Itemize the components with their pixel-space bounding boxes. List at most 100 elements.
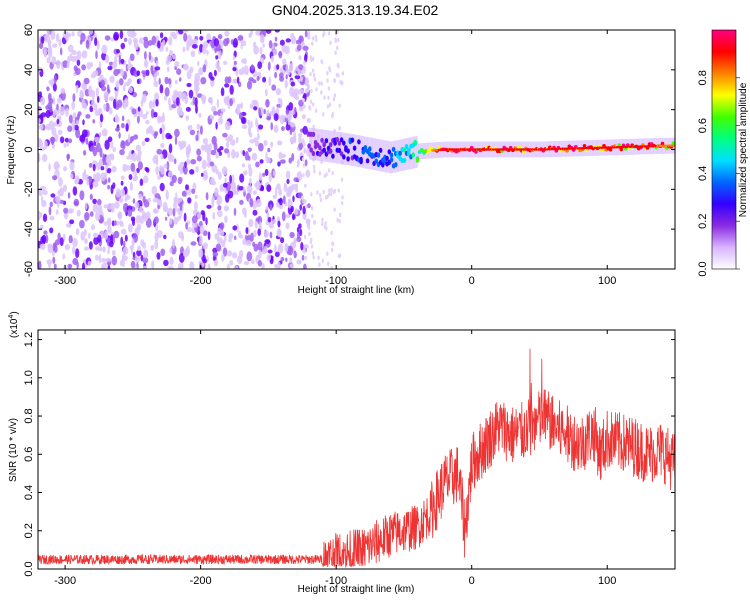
spectrogram-noise-point bbox=[283, 185, 288, 192]
spectrogram-x-axis-label: Height of straight line (km) bbox=[298, 285, 415, 296]
spectrogram-noise-point bbox=[196, 148, 202, 156]
spectrogram-noise-point bbox=[322, 189, 325, 195]
spectrogram-noise-point bbox=[130, 260, 136, 269]
spectrogram-noise-point bbox=[157, 204, 160, 210]
spectrogram-noise-point bbox=[279, 67, 283, 73]
spectrogram-noise-point bbox=[224, 76, 230, 84]
spectrogram-noise-point bbox=[216, 200, 220, 206]
spectrogram-noise-point bbox=[219, 222, 225, 230]
spectrogram-noise-point bbox=[239, 199, 244, 205]
spectrogram-noise-point bbox=[96, 96, 100, 103]
spectrogram-noise-point bbox=[199, 35, 204, 41]
spectrogram-noise-point bbox=[339, 79, 342, 85]
spectrogram-noise-point bbox=[269, 204, 272, 210]
spectrogram-noise-point bbox=[67, 192, 71, 199]
spectrogram-noise-point bbox=[177, 216, 181, 222]
spectrogram-noise-point bbox=[164, 76, 169, 85]
spectrogram-noise-point bbox=[272, 219, 277, 224]
spectrogram-noise-point bbox=[215, 55, 219, 60]
spectrogram-noise-point bbox=[238, 230, 242, 239]
spectrogram-signal-halo bbox=[364, 136, 367, 169]
spectrogram-noise-point bbox=[186, 227, 193, 233]
spectrogram-noise-point bbox=[226, 250, 233, 257]
spectrogram-noise-point bbox=[92, 203, 99, 213]
spectrogram-noise-point bbox=[116, 220, 120, 226]
spectrogram-noise-point bbox=[143, 36, 149, 41]
spectrogram-noise-point bbox=[274, 30, 280, 33]
spectrogram-noise-point bbox=[159, 182, 165, 192]
spectrogram-noise-point bbox=[208, 143, 212, 152]
spectrogram-noise-point bbox=[112, 147, 117, 152]
spectrogram-noise-point bbox=[215, 243, 222, 252]
spectrogram-noise-point bbox=[264, 230, 269, 238]
spectrogram-noise-point bbox=[279, 114, 285, 124]
spectrogram-noise-point bbox=[288, 245, 294, 256]
spectrogram-noise-point bbox=[302, 163, 306, 168]
spectrogram-noise-point bbox=[270, 256, 274, 262]
spectrogram-noise-point bbox=[217, 66, 222, 73]
spectrogram-noise-point bbox=[285, 38, 291, 43]
spectrogram-noise-point bbox=[59, 187, 64, 197]
spectrogram-noise-point bbox=[242, 187, 246, 193]
spectrogram-noise-point bbox=[331, 247, 334, 253]
spectrogram-noise-point bbox=[47, 93, 52, 101]
spectrogram-noise-point bbox=[339, 212, 342, 218]
spectrogram-noise-point bbox=[115, 127, 120, 132]
spectrogram-noise-point bbox=[179, 201, 183, 212]
spectrogram-signal-point bbox=[350, 137, 355, 143]
spectrogram-noise-point bbox=[96, 40, 100, 51]
spectrogram-noise-point bbox=[258, 249, 262, 259]
spectrogram-noise-point bbox=[147, 126, 153, 134]
spectrogram-noise-point bbox=[94, 109, 101, 116]
spectrogram-noise-point bbox=[330, 230, 333, 236]
spectrogram-noise-point bbox=[232, 225, 238, 231]
spectrogram-noise-point bbox=[139, 206, 143, 213]
spectrogram-noise-point bbox=[280, 257, 285, 262]
spectrogram-noise-point bbox=[142, 256, 149, 264]
spectrogram-noise-point bbox=[183, 32, 188, 42]
spectrogram-noise-point bbox=[174, 136, 178, 146]
spectrogram-noise-point bbox=[83, 229, 87, 236]
spectrogram-noise-point bbox=[99, 158, 103, 167]
spectrogram-noise-point bbox=[106, 217, 112, 227]
spectrogram-y-tick-label: -60 bbox=[23, 261, 35, 277]
spectrogram-noise-point bbox=[44, 34, 48, 40]
spectrogram-noise-point bbox=[217, 49, 222, 60]
spectrogram-noise-point bbox=[214, 232, 220, 240]
spectrogram-noise-point bbox=[232, 78, 238, 84]
spectrogram-noise-point bbox=[69, 161, 75, 171]
spectrogram-noise-point bbox=[188, 89, 194, 99]
spectrogram-noise-point bbox=[184, 95, 189, 105]
spectrogram-noise-point bbox=[312, 102, 315, 107]
spectrogram-noise-point bbox=[137, 245, 141, 252]
spectrogram-noise-point bbox=[199, 125, 203, 135]
spectrogram-noise-point bbox=[262, 76, 267, 83]
spectrogram-noise-point bbox=[185, 184, 189, 191]
spectrogram-noise-point bbox=[160, 248, 166, 257]
spectrogram-noise-point bbox=[62, 184, 68, 192]
spectrogram-noise-point bbox=[160, 153, 164, 160]
spectrogram-noise-point bbox=[40, 36, 45, 45]
spectrogram-noise-point bbox=[306, 118, 311, 123]
spectrogram-signal-halo bbox=[359, 135, 361, 168]
spectrogram-noise-point bbox=[55, 209, 59, 216]
spectrogram-noise-point bbox=[323, 95, 326, 100]
spectrogram-noise-point bbox=[326, 251, 329, 256]
spectrogram-noise-point bbox=[244, 151, 249, 161]
spectrogram-noise-point bbox=[236, 76, 240, 84]
spectrogram-noise-point bbox=[253, 45, 259, 55]
spectrogram-noise-point bbox=[53, 263, 57, 269]
spectrogram-noise-point bbox=[91, 98, 95, 108]
spectrogram-noise-point bbox=[296, 231, 301, 239]
spectrogram-noise-point bbox=[225, 136, 232, 142]
spectrogram-noise-point bbox=[55, 195, 61, 204]
spectrogram-noise-point bbox=[72, 124, 75, 133]
spectrogram-noise-point bbox=[48, 43, 52, 54]
spectrogram-noise-point bbox=[38, 139, 43, 149]
spectrogram-noise-point bbox=[333, 78, 337, 84]
spectrogram-noise-point bbox=[185, 106, 191, 112]
spectrogram-noise-point bbox=[45, 109, 51, 119]
spectrogram-noise-point bbox=[53, 75, 57, 84]
spectrogram-noise-point bbox=[127, 223, 133, 233]
spectrogram-noise-point bbox=[335, 72, 339, 78]
